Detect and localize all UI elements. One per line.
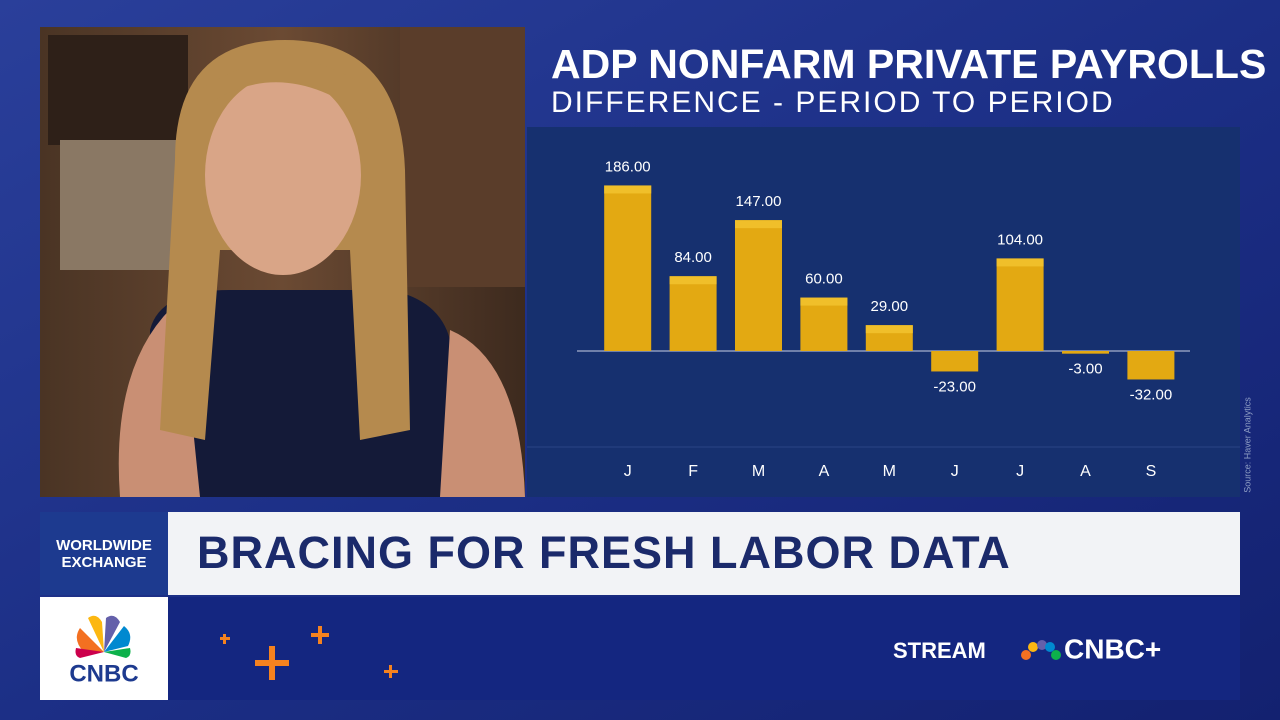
value-label: -32.00: [1130, 386, 1173, 403]
x-tick-label: J: [1016, 463, 1024, 480]
x-tick-label: A: [819, 463, 830, 480]
video-feed: [40, 27, 525, 497]
x-tick-label: M: [883, 463, 896, 480]
bar: [669, 276, 717, 351]
bar: [604, 185, 652, 351]
x-tick-label: J: [624, 463, 632, 480]
x-tick-label: A: [1080, 463, 1091, 480]
bar-cap: [669, 276, 717, 285]
value-label: 186.00: [605, 158, 651, 175]
bar: [1127, 351, 1175, 380]
x-tick-label: F: [688, 463, 698, 480]
ticker-bar: [40, 597, 1240, 700]
decor-plus: [220, 626, 398, 680]
bar: [800, 297, 848, 351]
chart-title: ADP NONFARM PRIVATE PAYROLLS: [551, 41, 1266, 87]
bar: [735, 220, 782, 351]
value-label: 29.00: [871, 298, 909, 315]
show-name: WORLDWIDE: [56, 537, 152, 554]
x-tick-label: M: [752, 463, 765, 480]
bar: [1062, 351, 1109, 354]
headline: BRACING FOR FRESH LABOR DATA: [197, 527, 1011, 578]
bar-cap: [735, 220, 782, 229]
show-name: EXCHANGE: [61, 554, 146, 571]
chart-subtitle: DIFFERENCE - PERIOD TO PERIOD: [551, 86, 1115, 119]
value-label: 84.00: [674, 249, 712, 266]
stream-label: STREAM: [893, 638, 986, 663]
peacock-logo: [75, 615, 131, 658]
stream-peacock: [1021, 640, 1061, 660]
bar: [931, 351, 979, 372]
x-tick-label: S: [1146, 463, 1157, 480]
chart-source: Source: Haver Analytics: [1242, 397, 1252, 493]
bar-cap: [604, 185, 652, 194]
x-tick-label: J: [951, 463, 959, 480]
show-box: [40, 512, 168, 595]
bar-cap: [996, 258, 1044, 267]
value-label: 147.00: [736, 193, 782, 210]
network-name: CNBC: [69, 660, 138, 687]
headline-bar: [168, 512, 1240, 595]
stream-brand: CNBC+: [1064, 633, 1161, 664]
value-label: 104.00: [997, 231, 1043, 248]
bar: [996, 258, 1044, 351]
plot: 186.00 J 84.00 F 147.00 M 60.00 A 29.00 M -23.00 J 1…: [577, 158, 1190, 480]
network-logo-box: [40, 597, 168, 700]
value-label: -23.00: [933, 378, 976, 395]
bar-cap: [800, 297, 848, 306]
value-label: -3.00: [1068, 361, 1102, 378]
value-label: 60.00: [805, 271, 843, 288]
bar-cap: [865, 325, 913, 334]
